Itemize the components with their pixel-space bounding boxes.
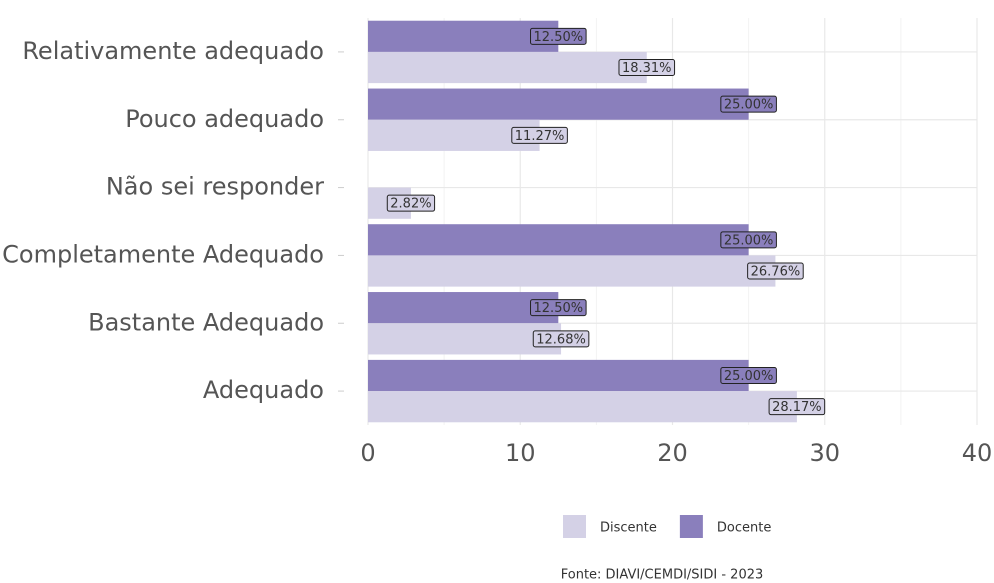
- value-label: 28.17%: [772, 400, 822, 415]
- value-label: 2.82%: [390, 197, 431, 212]
- value-label-box: [530, 299, 587, 317]
- legend-label: Discente: [600, 521, 657, 536]
- value-label-box: [511, 126, 568, 144]
- bar: [368, 255, 776, 287]
- caption: Fonte: DIAVI/CEMDI/SIDI - 2023: [561, 568, 764, 583]
- value-label-box: [747, 262, 804, 280]
- value-label: 25.00%: [724, 233, 774, 248]
- y-tick-label: Bastante Adequado: [88, 308, 324, 336]
- bar: [368, 119, 540, 151]
- y-tick-label: Pouco adequado: [125, 105, 324, 133]
- x-tick-label: 20: [657, 439, 688, 467]
- value-label: 25.00%: [724, 98, 774, 113]
- value-label-box: [530, 27, 587, 45]
- value-label: 11.27%: [515, 129, 565, 144]
- value-label: 12.68%: [536, 332, 586, 347]
- y-tick-label: Completamente Adequado: [2, 240, 324, 268]
- y-tick-label: Adequado: [203, 376, 324, 404]
- bar: [368, 20, 559, 52]
- value-label-box: [720, 95, 777, 113]
- x-tick-label: 0: [360, 439, 375, 467]
- value-label: 18.31%: [622, 61, 672, 76]
- value-label: 12.50%: [534, 301, 584, 316]
- value-label-box: [618, 59, 676, 77]
- x-tick-label: 40: [962, 439, 993, 467]
- value-label-box: [532, 330, 590, 348]
- bar: [368, 88, 749, 120]
- x-tick-label: 10: [505, 439, 536, 467]
- bar: [368, 292, 559, 324]
- legend-label: Docente: [717, 521, 771, 536]
- value-label: 26.76%: [751, 265, 801, 280]
- value-label-box: [720, 231, 777, 249]
- y-tick-label: Não sei responder: [106, 173, 324, 201]
- bar: [368, 391, 797, 423]
- value-label: 25.00%: [724, 369, 774, 384]
- y-tick-label: Relativamente adequado: [22, 37, 324, 65]
- value-label: 12.50%: [534, 30, 584, 45]
- bar: [368, 323, 562, 355]
- bar: [368, 224, 749, 256]
- value-label-box: [386, 194, 436, 212]
- legend-swatch: [563, 515, 586, 538]
- value-label-box: [768, 398, 826, 416]
- x-tick-label: 30: [809, 439, 840, 467]
- value-label-box: [720, 366, 777, 384]
- bar: [368, 359, 749, 392]
- legend-swatch: [679, 515, 703, 538]
- bar: [368, 51, 647, 84]
